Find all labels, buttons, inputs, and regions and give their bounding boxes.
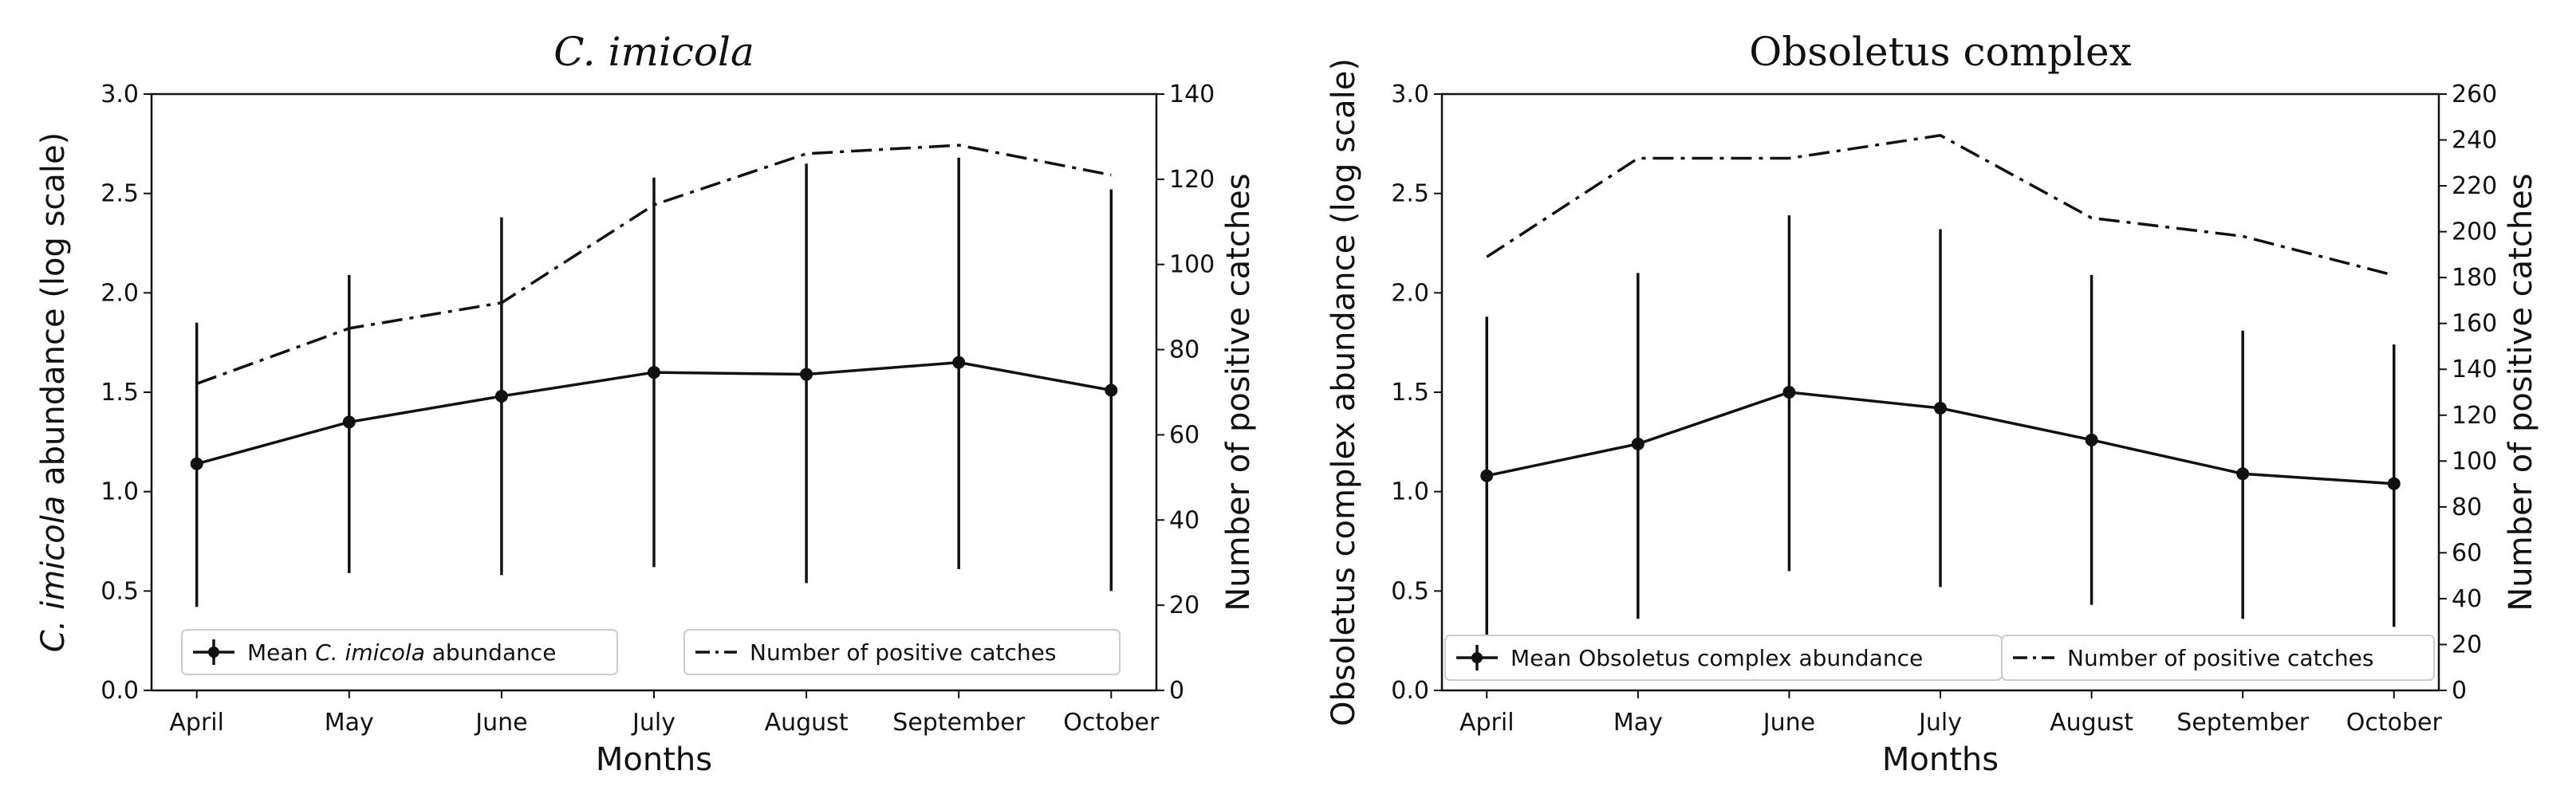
legend-label-mean: Mean C. imicola abundance: [247, 639, 556, 666]
x-axis-label: Months: [1882, 741, 1999, 778]
chart-1: C. imicola 0.0 0.5 1.0 1.5 2.0 2.5 3.0 0 20 40 60 80…: [35, 29, 1257, 778]
series-line-count: [1486, 133, 2395, 277]
x-tick-label: August: [765, 709, 849, 737]
y2-tick-label: 100: [2452, 447, 2497, 475]
y2-tick-label: 60: [2452, 539, 2482, 567]
y-tick-label: 3.0: [1391, 81, 1429, 108]
data-point-mean: [2236, 467, 2250, 481]
data-point-mean: [2387, 477, 2401, 490]
data-point-mean: [1934, 401, 1947, 415]
y2-axis-label: Number of positive catches: [1220, 173, 1257, 611]
x-tick-label: June: [474, 709, 527, 737]
y-axis-label: C. imicola abundance (log scale): [35, 132, 72, 653]
legend-box: [2001, 635, 2435, 681]
y2-tick-label: 120: [2452, 402, 2497, 430]
y-tick-label: 2.5: [1391, 180, 1429, 208]
y2-tick-label: 200: [2452, 218, 2497, 246]
data-point-mean: [342, 415, 356, 429]
y2-tick-label: 40: [2452, 585, 2482, 613]
y-axis-label-text: abundance (log scale): [35, 132, 72, 496]
y-axis-label-italic: C. imicola: [35, 496, 72, 653]
y2-tick-label: 0: [1169, 677, 1184, 705]
x-tick-label: September: [892, 709, 1025, 737]
y-tick-label: 1.5: [1391, 379, 1429, 407]
data-point-mean: [1105, 383, 1118, 397]
x-tick-label: April: [169, 709, 224, 737]
data-point-mean: [190, 457, 203, 470]
legend-label-count: Number of positive catches: [750, 639, 1056, 666]
data-point-mean: [648, 366, 660, 379]
y-tick-label: 0.5: [100, 577, 139, 605]
data-point-mean: [952, 356, 966, 369]
y-tick-label: 2.5: [100, 180, 139, 208]
x-tick-label: May: [325, 709, 374, 737]
y2-tick-label: 20: [2452, 631, 2482, 659]
data-point-mean: [2085, 433, 2098, 446]
data-point-mean: [1782, 386, 1796, 399]
legend-label-mean: Mean Obsoletus complex abundance: [1511, 645, 1923, 671]
data-point-mean: [1480, 469, 1494, 482]
legend-count: Number of positive catches: [683, 629, 1121, 675]
y2-tick-label: 180: [2452, 264, 2497, 292]
y2-tick-label: 140: [1169, 81, 1215, 108]
y2-tick-label: 80: [2452, 493, 2482, 521]
y2-tick-label: 40: [1169, 506, 1199, 534]
chart-title: Obsoletus complex: [1749, 29, 2132, 75]
y-tick-label: 1.0: [100, 478, 139, 506]
chart-title-text: Obsoletus complex: [1749, 29, 2132, 75]
y-tick-label: 0.5: [1391, 577, 1429, 605]
x-tick-label: April: [1459, 709, 1514, 737]
legend-mean: Mean Obsoletus complex abundance: [1444, 635, 2003, 681]
legend-label-count: Number of positive catches: [2067, 645, 2373, 671]
legend-swatch-marker: [1471, 652, 1483, 663]
legend-swatch-marker: [208, 647, 219, 658]
x-tick-label: October: [1063, 709, 1160, 737]
legend-label-suffix: abundance: [425, 639, 557, 666]
y-axis-label-text: Obsoletus complex abundance (log scale): [1325, 58, 1362, 726]
legend-count: Number of positive catches: [2001, 635, 2435, 681]
data-point-mean: [800, 368, 813, 381]
y-tick-label: 1.0: [1391, 478, 1429, 506]
legend-mean: Mean C. imicola abundance: [181, 629, 618, 675]
data-point-mean: [494, 389, 508, 403]
y2-tick-label: 0: [2452, 677, 2467, 705]
y-tick-label: 2.0: [1391, 279, 1429, 307]
y2-tick-label: 60: [1169, 421, 1199, 449]
x-tick-label: July: [631, 709, 676, 737]
y2-tick-label: 100: [1169, 251, 1215, 279]
y2-tick-label: 240: [2452, 127, 2497, 155]
chart-2: Obsoletus complex 0.0 0.5 1.0 1.5 2.0 2.5 3.0 0 2…: [1325, 29, 2539, 778]
y-tick-label: 1.5: [100, 379, 139, 407]
chart-title-italic: C. imicola: [553, 29, 754, 75]
y-tick-label: 3.0: [100, 81, 139, 108]
legend-box: [683, 629, 1121, 675]
y2-axis-label: Number of positive catches: [2503, 173, 2539, 611]
y2-tick-label: 160: [2452, 310, 2497, 338]
legend-label-prefix: Mean: [247, 639, 315, 666]
x-tick-label: August: [2050, 709, 2133, 737]
x-tick-label: June: [1762, 709, 1815, 737]
y2-tick-label: 140: [2452, 356, 2497, 383]
y2-tick-label: 260: [2452, 81, 2497, 108]
chart-title: C. imicola: [553, 29, 754, 75]
y-tick-label: 0.0: [100, 677, 139, 705]
legend-label-italic: C. imicola: [315, 639, 425, 666]
x-axis-label: Months: [596, 741, 712, 778]
x-tick-label: September: [2176, 709, 2309, 737]
data-point-mean: [1631, 437, 1644, 450]
x-tick-label: May: [1613, 709, 1663, 737]
y2-tick-label: 20: [1169, 592, 1199, 619]
y2-tick-label: 80: [1169, 336, 1199, 364]
legend-box: [181, 629, 618, 675]
y-tick-label: 0.0: [1391, 677, 1429, 705]
y-axis-label: Obsoletus complex abundance (log scale): [1325, 58, 1362, 726]
y2-tick-label: 120: [1169, 166, 1215, 194]
legend-label-prefix: Mean Obsoletus complex abundance: [1511, 645, 1923, 671]
y2-tick-label: 220: [2452, 172, 2497, 200]
y-tick-label: 2.0: [100, 279, 139, 307]
x-tick-label: October: [2346, 709, 2443, 737]
x-tick-label: July: [1917, 709, 1962, 737]
series-line-count: [196, 144, 1112, 385]
